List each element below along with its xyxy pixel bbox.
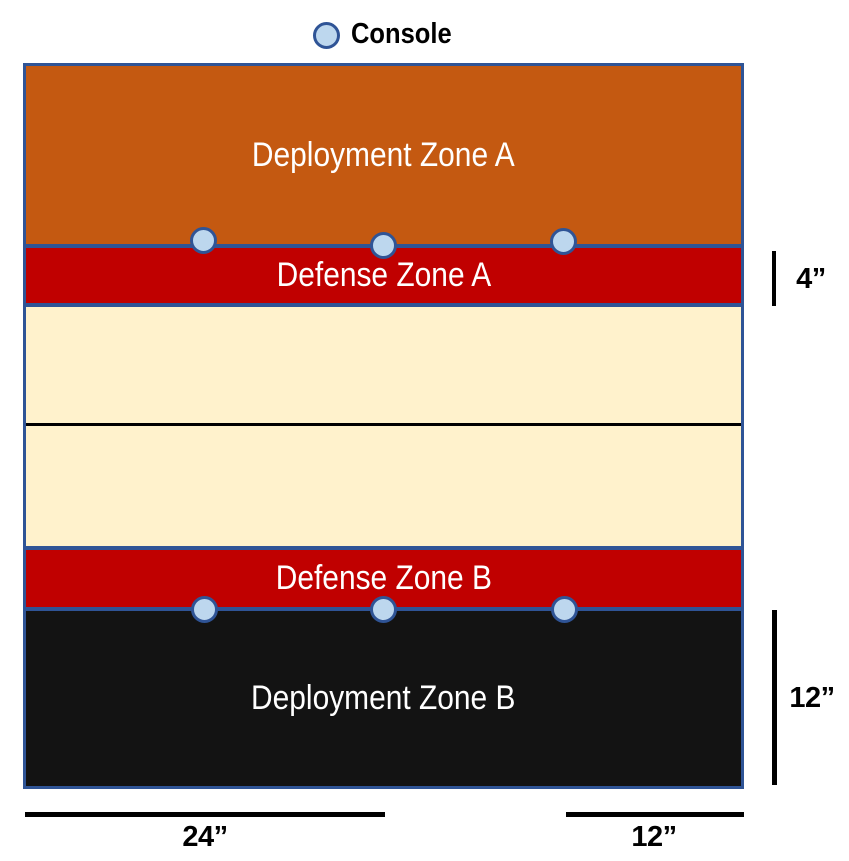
zone-deployment-b-label: Deployment Zone B: [251, 679, 516, 717]
defense-depth-tick: [772, 251, 776, 306]
zone-divider: [26, 303, 741, 307]
console-marker: [191, 596, 218, 623]
defense-depth-label: 4”: [796, 263, 826, 295]
zone-defense-b-label: Defense Zone B: [275, 559, 492, 597]
console-marker: [551, 596, 578, 623]
zone-defense-a-label: Defense Zone A: [276, 256, 491, 294]
game-board: Deployment Zone A Defense Zone A Defense…: [23, 63, 744, 789]
scale-bar-12: [566, 812, 744, 817]
console-legend-label: Console: [351, 17, 452, 50]
deployment-depth-tick: [772, 610, 777, 785]
console-marker: [550, 228, 577, 255]
zone-deployment-a: Deployment Zone A: [26, 66, 741, 244]
zone-divider: [26, 546, 741, 550]
zone-defense-a: Defense Zone A: [26, 248, 741, 303]
console-marker: [370, 232, 397, 259]
console-marker: [370, 596, 397, 623]
zone-neutral-upper: [26, 307, 741, 423]
scale-bar-24-label: 24”: [182, 821, 228, 853]
zone-deployment-b: Deployment Zone B: [26, 611, 741, 786]
console-icon: [313, 21, 340, 49]
console-marker: [190, 227, 217, 254]
scale-bar-24: [25, 812, 385, 817]
zone-deployment-a-label: Deployment Zone A: [252, 135, 515, 174]
deployment-depth-label: 12”: [789, 682, 835, 714]
zone-neutral-lower: [26, 426, 741, 546]
scale-bar-12-label: 12”: [631, 821, 677, 853]
board-centerline: [26, 423, 741, 426]
console-legend: Console: [313, 18, 452, 50]
